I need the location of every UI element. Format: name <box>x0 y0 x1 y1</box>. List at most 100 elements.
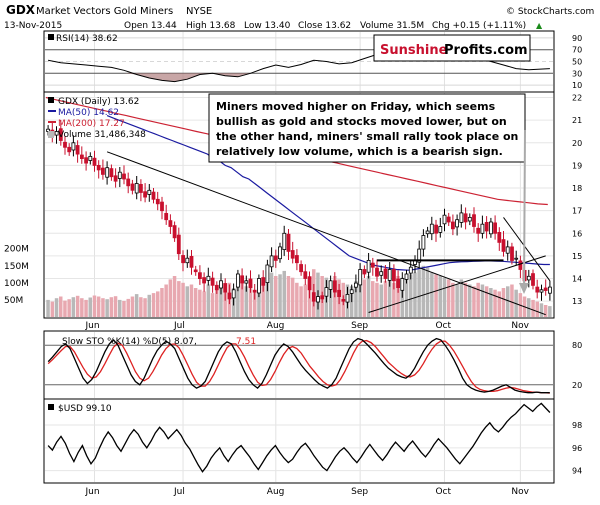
candle-body <box>539 289 544 293</box>
volume-bar <box>489 288 493 317</box>
candle-body <box>210 277 215 286</box>
candle-body <box>387 269 392 281</box>
candle-body <box>147 189 152 195</box>
candle-body <box>138 183 143 193</box>
header-open: Open 13.44 <box>124 21 177 31</box>
candle-body <box>476 227 481 234</box>
volume-bar <box>290 277 295 317</box>
candle-body <box>113 175 118 182</box>
candle-body <box>122 173 126 180</box>
volume-bar <box>497 291 501 317</box>
price-ytick-label: 17 <box>572 207 582 216</box>
candle-body <box>505 246 510 254</box>
logo-text-part1: Sunshine <box>380 43 448 58</box>
annotation-line-2: bullish as gold and stocks moved lower, … <box>216 115 507 128</box>
annotation-line-3: the other hand, miners' small rally took… <box>216 130 518 143</box>
candle-body <box>193 269 198 273</box>
price-xtick-label: Oct <box>435 321 451 331</box>
volume-ytick-label: 150M <box>4 262 29 272</box>
volume-bar <box>156 291 160 317</box>
volume-bar <box>210 293 215 317</box>
volume-bar <box>543 305 548 317</box>
usd-xtick-label: Oct <box>435 487 451 497</box>
volume-bar <box>261 282 265 317</box>
candle-body <box>404 273 409 280</box>
uptrend-line <box>368 255 546 313</box>
candle-body <box>219 280 223 289</box>
volume-bar <box>189 284 194 317</box>
volume-bar <box>113 296 118 317</box>
candle-body <box>67 146 72 153</box>
volume-bar <box>392 282 396 317</box>
annotation-box <box>208 93 526 163</box>
candle-body <box>493 222 498 234</box>
candle-body <box>316 296 320 303</box>
usd-legend: $USD 99.10 <box>58 404 112 414</box>
volume-legend: Volume 31,486,348 <box>58 130 146 140</box>
price-legend: GDX (Daily) 13.62 <box>58 97 139 107</box>
volume-bar <box>459 279 464 317</box>
annotation-arrowhead <box>519 283 529 294</box>
usd-line <box>47 402 551 473</box>
candle-body <box>109 168 114 178</box>
volume-bar <box>92 295 97 317</box>
candle-body <box>96 164 101 171</box>
candle-body <box>252 289 257 293</box>
volume-bar <box>404 279 409 317</box>
price-xtick-label: Jun <box>84 321 99 331</box>
candle-body <box>265 264 270 284</box>
volume-bar <box>139 297 143 317</box>
volume-bar <box>328 281 333 317</box>
volume-bar <box>240 279 244 317</box>
candle-body <box>438 226 443 233</box>
volume-bar <box>383 281 388 317</box>
candle-body <box>231 289 236 299</box>
candle-body <box>278 246 282 260</box>
price-ytick-label: 22 <box>572 94 582 103</box>
candle-body <box>269 255 274 268</box>
stoch-ytick-label: 80 <box>572 341 582 350</box>
volume-bar <box>299 286 303 318</box>
header-date: 13-Nov-2015 <box>4 21 62 31</box>
stochastic-layer <box>47 337 550 394</box>
candle-body <box>425 230 430 235</box>
candle-body <box>88 155 93 161</box>
volume-bar <box>160 288 164 317</box>
price-ytick-label: 19 <box>572 161 582 170</box>
rsi-ytick-label: 70 <box>572 46 582 55</box>
candle-body <box>320 295 325 300</box>
price-ytick-label: 21 <box>572 116 582 125</box>
volume-bar <box>527 298 531 317</box>
candle-body <box>442 214 447 225</box>
price-xtick-label: Sep <box>351 321 368 331</box>
volume-ytick-label: 200M <box>4 245 29 255</box>
usd-ytick-label: 94 <box>572 467 582 476</box>
volume-bar <box>434 274 438 317</box>
rsi-ytick-label: 90 <box>572 34 582 43</box>
candle-body <box>299 264 304 273</box>
volume-bar <box>531 299 535 317</box>
candle-body <box>257 278 261 294</box>
volume-bar <box>151 293 156 317</box>
candle-body <box>391 269 396 282</box>
volume-bar <box>446 279 451 317</box>
volume-bar <box>63 300 67 317</box>
volume-bar <box>50 301 55 317</box>
volume-bar <box>484 286 489 318</box>
volume-bar <box>147 294 151 317</box>
volume-bar <box>539 303 544 317</box>
candle-body <box>117 171 122 179</box>
candle-body <box>446 216 451 223</box>
volume-bar <box>185 286 189 318</box>
candle-body <box>168 220 173 227</box>
volume-bar <box>379 284 383 317</box>
header-change-arrow: ▲ <box>536 21 543 30</box>
price-ytick-label: 13 <box>572 297 582 306</box>
candle-body <box>92 157 97 166</box>
volume-ytick-label: 100M <box>4 279 29 289</box>
volume-bar <box>476 282 480 317</box>
volume-bar <box>59 296 63 317</box>
candle-body <box>248 278 253 289</box>
volume-bar <box>177 281 181 317</box>
candle-body <box>202 277 207 284</box>
